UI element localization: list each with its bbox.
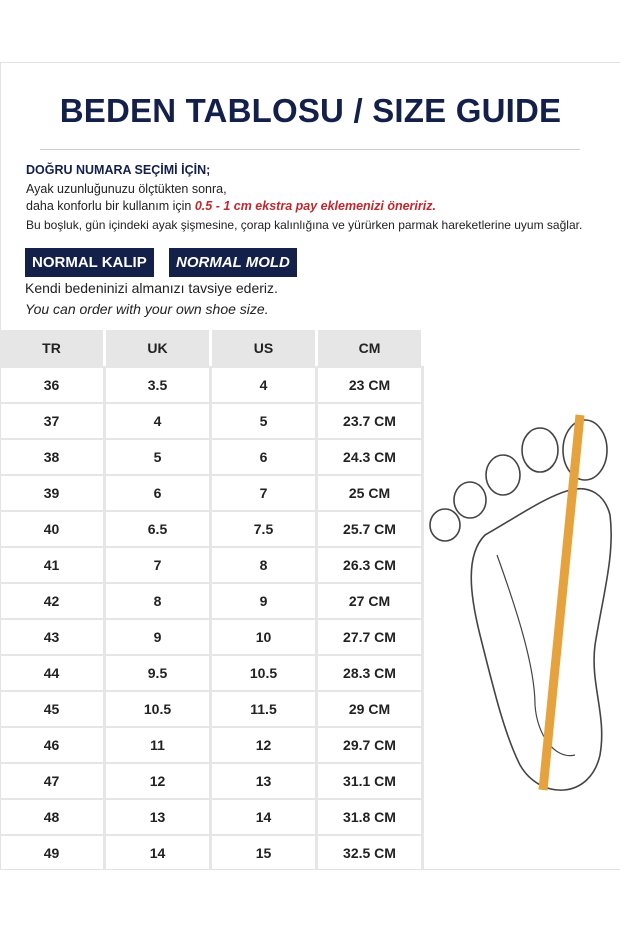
intro-heading: DOĞRU NUMARA SEÇİMİ İÇİN;	[26, 163, 211, 177]
table-cell: 13	[106, 800, 212, 834]
column-header: TR	[0, 330, 106, 366]
table-cell: 7	[106, 548, 212, 582]
table-cell: 12	[106, 764, 212, 798]
table-cell: 15	[212, 836, 318, 870]
table-cell: 42	[0, 584, 106, 618]
table-cell: 13	[212, 764, 318, 798]
table-row: 38 5 6 24.3 CM	[0, 438, 424, 474]
table-cell: 8	[106, 584, 212, 618]
table-cell: 5	[212, 404, 318, 438]
table-row: 48 13 14 31.8 CM	[0, 798, 424, 834]
table-row: 49 14 15 32.5 CM	[0, 834, 424, 870]
table-row: 46 11 12 29.7 CM	[0, 726, 424, 762]
table-cell: 27.7 CM	[318, 620, 424, 654]
table-cell: 24.3 CM	[318, 440, 424, 474]
table-row: 40 6.5 7.5 25.7 CM	[0, 510, 424, 546]
table-cell: 32.5 CM	[318, 836, 424, 870]
table-cell: 7	[212, 476, 318, 510]
table-row: 41 7 8 26.3 CM	[0, 546, 424, 582]
table-cell: 37	[0, 404, 106, 438]
table-cell: 25.7 CM	[318, 512, 424, 546]
size-table: TR UK US CM 36 3.5 4 23 CM 37 4 5 23.7 CM 38 5 6 24.3 C…	[0, 330, 424, 870]
table-cell: 4	[106, 404, 212, 438]
table-cell: 9	[212, 584, 318, 618]
table-cell: 28.3 CM	[318, 656, 424, 690]
table-cell: 48	[0, 800, 106, 834]
table-cell: 49	[0, 836, 106, 870]
table-cell: 11.5	[212, 692, 318, 726]
table-cell: 29.7 CM	[318, 728, 424, 762]
title: BEDEN TABLOSU / SIZE GUIDE	[59, 92, 562, 129]
table-row: 43 9 10 27.7 CM	[0, 618, 424, 654]
table-cell: 6	[106, 476, 212, 510]
intro-line: Bu boşluk, gün içindeki ayak şişmesine, …	[26, 218, 583, 232]
header-row: TR UK US CM	[0, 330, 424, 366]
table-cell: 5	[106, 440, 212, 474]
separator	[40, 149, 580, 150]
note: Kendi bedeninizi almanızı tavsiye ederiz…	[25, 280, 278, 296]
table-row: 44 9.5 10.5 28.3 CM	[0, 654, 424, 690]
table-cell: 27 CM	[318, 584, 424, 618]
table-cell: 9.5	[106, 656, 212, 690]
table-cell: 4	[212, 368, 318, 402]
table-cell: 31.8 CM	[318, 800, 424, 834]
table-cell: 10.5	[212, 656, 318, 690]
table-cell: 12	[212, 728, 318, 762]
table-cell: 8	[212, 548, 318, 582]
table-cell: 9	[106, 620, 212, 654]
table-cell: 29 CM	[318, 692, 424, 726]
table-cell: 43	[0, 620, 106, 654]
table-cell: 44	[0, 656, 106, 690]
intro-line: Ayak uzunluğunuzu ölçtükten sonra,	[26, 182, 227, 196]
table-cell: 7.5	[212, 512, 318, 546]
table-cell: 25 CM	[318, 476, 424, 510]
frame	[0, 62, 620, 870]
intro-highlight: 0.5 - 1 cm ekstra pay eklemenizi öneriri…	[194, 199, 436, 213]
table-cell: 36	[0, 368, 106, 402]
table-cell: 3.5	[106, 368, 212, 402]
measure-bar	[538, 414, 585, 791]
badge: NORMAL MOLD	[169, 248, 297, 277]
table-cell: 10	[212, 620, 318, 654]
table-cell: 23.7 CM	[318, 404, 424, 438]
table-cell: 11	[106, 728, 212, 762]
table-row: 36 3.5 4 23 CM	[0, 366, 424, 402]
column-header: US	[212, 330, 318, 366]
table-cell: 41	[0, 548, 106, 582]
table-row: 39 6 7 25 CM	[0, 474, 424, 510]
table-cell: 14	[106, 836, 212, 870]
badge: NORMAL KALIP	[25, 248, 154, 277]
table-cell: 40	[0, 512, 106, 546]
intro-text: daha konforlu bir kullanım için	[26, 199, 192, 213]
column-header: CM	[318, 330, 424, 366]
table-row: 37 4 5 23.7 CM	[0, 402, 424, 438]
note: You can order with your own shoe size.	[25, 301, 269, 317]
table-cell: 31.1 CM	[318, 764, 424, 798]
table-cell: 26.3 CM	[318, 548, 424, 582]
table-cell: 23 CM	[318, 368, 424, 402]
table-row: 45 10.5 11.5 29 CM	[0, 690, 424, 726]
table-cell: 38	[0, 440, 106, 474]
table-row: 47 12 13 31.1 CM	[0, 762, 424, 798]
column-header: UK	[106, 330, 212, 366]
table-cell: 45	[0, 692, 106, 726]
table-cell: 14	[212, 800, 318, 834]
table-cell: 6.5	[106, 512, 212, 546]
intro-line: daha konforlu bir kullanım için 0.5 - 1 …	[26, 199, 436, 213]
table-cell: 10.5	[106, 692, 212, 726]
table-cell: 46	[0, 728, 106, 762]
table-cell: 47	[0, 764, 106, 798]
table-cell: 6	[212, 440, 318, 474]
table-row: 42 8 9 27 CM	[0, 582, 424, 618]
foot-illustration	[429, 414, 612, 791]
table-cell: 39	[0, 476, 106, 510]
